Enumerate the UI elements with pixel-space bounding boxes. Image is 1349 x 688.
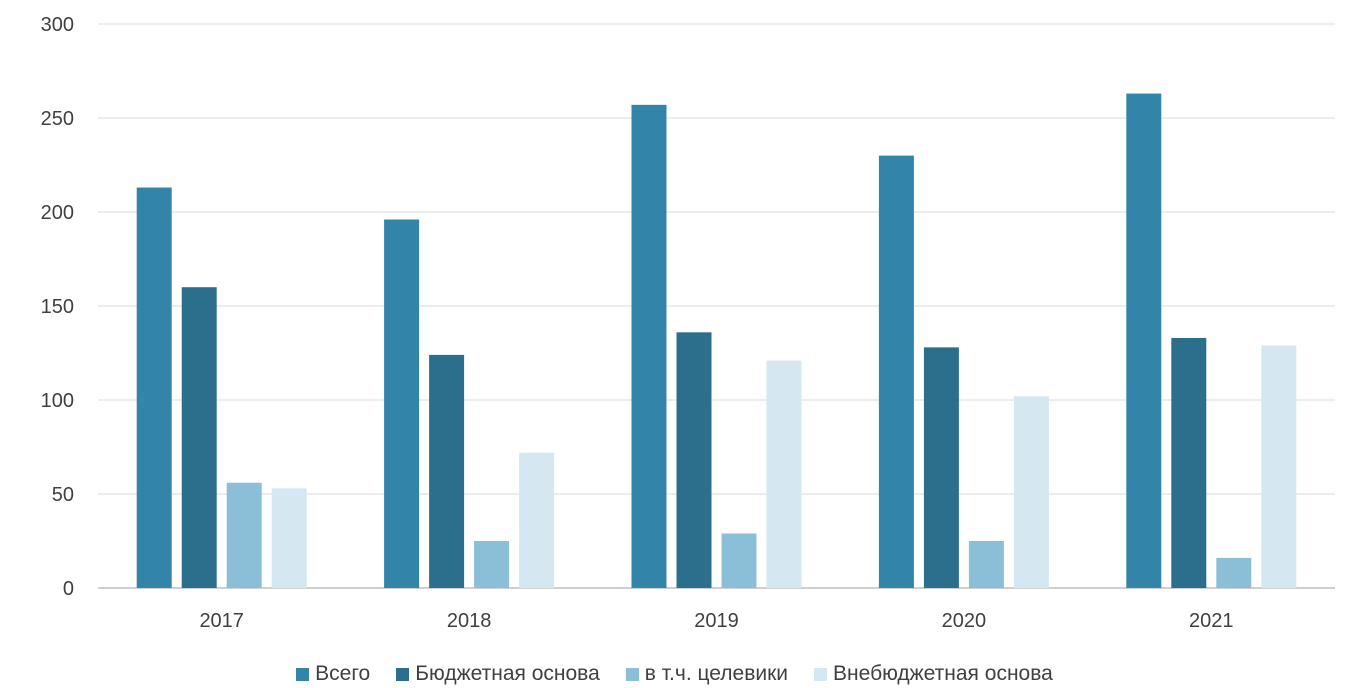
legend-swatch	[296, 667, 310, 681]
bar	[878, 155, 914, 588]
bar	[923, 347, 959, 588]
y-tick-label: 100	[41, 390, 74, 412]
legend-item: в т.ч. целевики	[625, 662, 789, 686]
y-tick-label: 0	[63, 578, 74, 600]
y-axis-ticks: 0 50 100 150 200 250 300	[41, 14, 74, 600]
bar	[1261, 345, 1297, 588]
legend-label: в т.ч. целевики	[644, 662, 789, 685]
x-tick-label: 2020	[942, 610, 987, 632]
legend-swatch	[625, 667, 639, 681]
legend: Всего Бюджетная основа в т.ч. целевики Внеб…	[0, 660, 1349, 688]
bar	[271, 488, 307, 588]
bar	[1013, 396, 1049, 588]
y-tick-label: 150	[41, 296, 74, 318]
legend-item: Всего	[296, 662, 370, 686]
bar	[519, 452, 555, 588]
legend-item: Внебюджетная основа	[814, 662, 1053, 686]
bar	[1216, 557, 1252, 588]
legend-swatch	[396, 667, 410, 681]
x-tick-label: 2017	[199, 610, 244, 632]
legend-item: Бюджетная основа	[396, 662, 600, 686]
bar	[181, 287, 217, 588]
bar-chart: 0 50 100 150 200 250 300 2017 2018 2019 2020 2021	[41, 14, 1335, 632]
y-tick-label: 300	[41, 14, 74, 36]
y-tick-label: 200	[41, 202, 74, 224]
bar	[766, 360, 802, 588]
x-axis-ticks: 2017 2018 2019 2020 2021	[199, 610, 1233, 632]
bar	[474, 541, 510, 588]
x-tick-label: 2018	[447, 610, 492, 632]
legend-label: Бюджетная основа	[415, 662, 600, 685]
bar	[1126, 93, 1162, 588]
bar	[1171, 337, 1207, 588]
bar	[384, 219, 420, 588]
legend-label: Всего	[315, 662, 371, 685]
y-tick-label: 250	[41, 108, 74, 130]
x-tick-label: 2019	[694, 610, 739, 632]
bar	[721, 533, 757, 588]
bar	[429, 354, 465, 588]
y-tick-label: 50	[52, 484, 74, 506]
bar	[226, 482, 262, 588]
bars	[136, 93, 1297, 588]
x-tick-label: 2021	[1189, 610, 1234, 632]
bar	[136, 187, 172, 588]
bar	[968, 541, 1004, 588]
bar	[631, 104, 667, 588]
bar	[676, 332, 712, 588]
legend-swatch	[814, 667, 828, 681]
legend-label: Внебюджетная основа	[833, 662, 1053, 685]
